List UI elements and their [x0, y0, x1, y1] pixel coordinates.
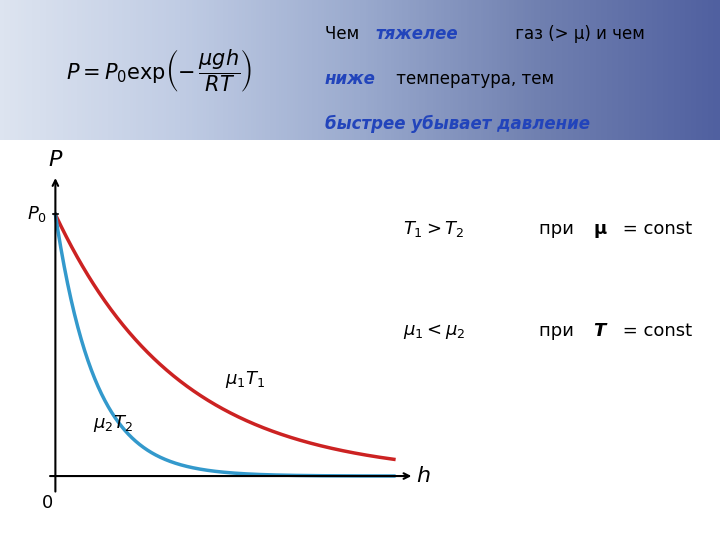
Text: $h$: $h$ [416, 466, 431, 486]
Text: при: при [539, 220, 580, 238]
Text: $P = P_0\exp\!\left(-\,\dfrac{\mu g h}{RT}\right)$: $P = P_0\exp\!\left(-\,\dfrac{\mu g h}{R… [66, 46, 252, 94]
Text: $\mu_2 T_2$: $\mu_2 T_2$ [93, 413, 132, 434]
Text: при: при [539, 322, 580, 340]
Text: $P$: $P$ [48, 150, 63, 170]
Text: $\mu_1 < \mu_2$: $\mu_1 < \mu_2$ [403, 322, 466, 341]
Text: газ (> μ) и чем: газ (> μ) и чем [510, 25, 645, 43]
Text: $P_0$: $P_0$ [27, 205, 48, 225]
Text: T: T [593, 322, 606, 340]
Text: = const: = const [617, 220, 692, 238]
Text: быстрее убывает давление: быстрее убывает давление [325, 115, 590, 133]
Text: Чем: Чем [325, 25, 364, 43]
Text: $\mu_1 T_1$: $\mu_1 T_1$ [225, 369, 265, 390]
Text: μ: μ [593, 220, 607, 238]
Text: 0: 0 [42, 494, 53, 512]
Text: = const: = const [617, 322, 692, 340]
Text: $T_1 > T_2$: $T_1 > T_2$ [403, 219, 464, 239]
Text: ниже: ниже [325, 70, 376, 88]
Text: температура, тем: температура, тем [392, 70, 554, 88]
Text: тяжелее: тяжелее [375, 25, 458, 43]
